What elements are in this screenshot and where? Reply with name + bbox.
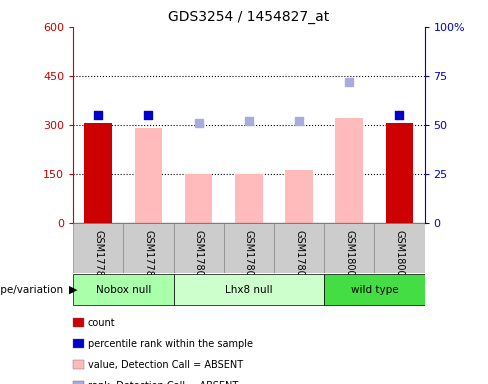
Bar bbox=[335, 118, 363, 223]
Text: count: count bbox=[88, 318, 116, 328]
Bar bbox=[135, 128, 163, 223]
Point bbox=[245, 118, 253, 124]
Text: GSM180005: GSM180005 bbox=[394, 230, 405, 289]
Text: GSM180004: GSM180004 bbox=[344, 230, 354, 289]
Point bbox=[346, 79, 353, 85]
Text: GSM178086: GSM178086 bbox=[294, 230, 304, 289]
Text: genotype/variation: genotype/variation bbox=[0, 285, 63, 295]
Bar bbox=[324, 275, 425, 306]
Bar bbox=[123, 223, 174, 273]
Bar bbox=[174, 275, 324, 306]
Text: Lhx8 null: Lhx8 null bbox=[225, 285, 273, 295]
Bar bbox=[73, 223, 123, 273]
Bar bbox=[174, 223, 224, 273]
Text: Nobox null: Nobox null bbox=[96, 285, 151, 295]
Bar bbox=[73, 275, 174, 306]
Text: rank, Detection Call = ABSENT: rank, Detection Call = ABSENT bbox=[88, 381, 238, 384]
Bar bbox=[185, 174, 212, 223]
Point bbox=[396, 112, 404, 118]
Text: GSM178084: GSM178084 bbox=[194, 230, 203, 289]
Text: wild type: wild type bbox=[350, 285, 398, 295]
Text: ▶: ▶ bbox=[69, 285, 78, 295]
Bar bbox=[386, 123, 413, 223]
Text: GSM178085: GSM178085 bbox=[244, 230, 254, 289]
Bar bbox=[324, 223, 374, 273]
Title: GDS3254 / 1454827_at: GDS3254 / 1454827_at bbox=[168, 10, 329, 25]
Text: percentile rank within the sample: percentile rank within the sample bbox=[88, 339, 253, 349]
Text: GSM177883: GSM177883 bbox=[143, 230, 154, 289]
Point bbox=[295, 118, 303, 124]
Text: GSM177882: GSM177882 bbox=[93, 230, 103, 290]
Bar bbox=[285, 170, 313, 223]
Bar bbox=[235, 174, 263, 223]
Point bbox=[195, 120, 203, 126]
Bar bbox=[84, 123, 112, 223]
Text: value, Detection Call = ABSENT: value, Detection Call = ABSENT bbox=[88, 360, 243, 370]
Point bbox=[94, 112, 102, 118]
Bar bbox=[374, 223, 425, 273]
Bar bbox=[224, 223, 274, 273]
Point bbox=[144, 112, 152, 118]
Bar bbox=[274, 223, 324, 273]
